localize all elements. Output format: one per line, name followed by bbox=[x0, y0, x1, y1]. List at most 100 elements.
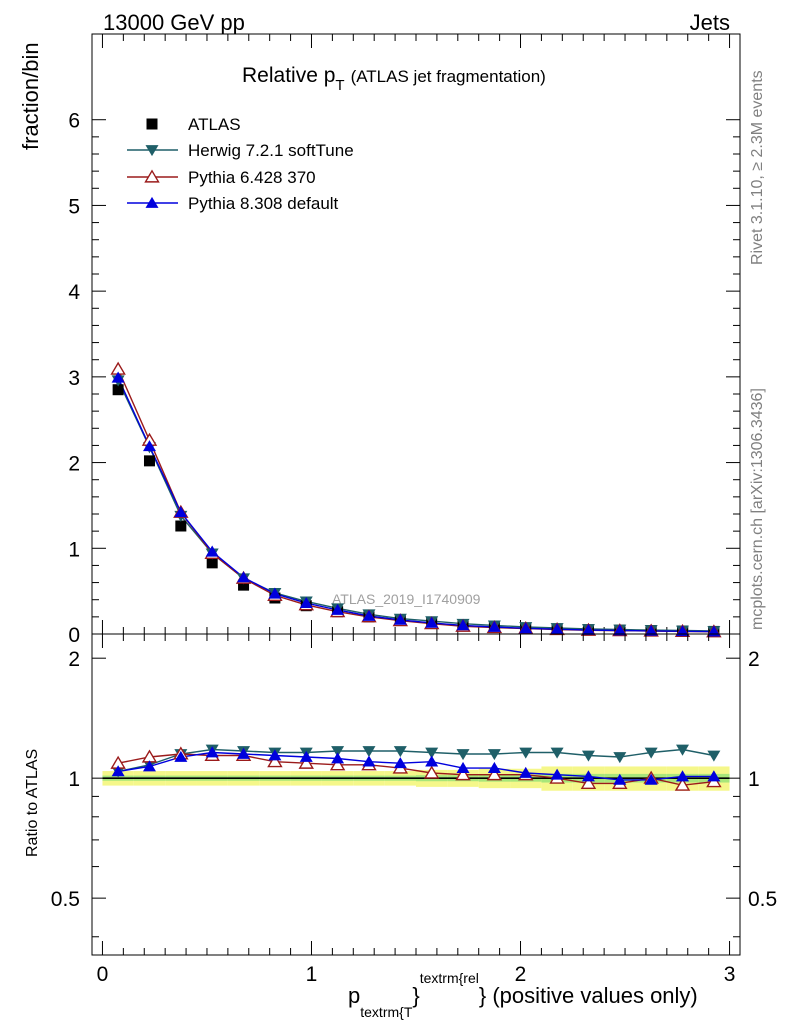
legend: ATLAS Herwig 7.2.1 softTune Pythia 6.428 3… bbox=[127, 115, 354, 213]
ratio-point-s2-18 bbox=[674, 777, 691, 791]
ratio-point-s3-7 bbox=[331, 752, 345, 764]
ratio-point-s3-10 bbox=[425, 755, 439, 767]
x-axis-label: ptextrm{T}textrm{rel} (positive values o… bbox=[348, 970, 698, 1020]
ratio-point-s3-0 bbox=[111, 765, 125, 777]
chart-title-main: Relative p bbox=[242, 64, 335, 87]
ratio-point-s1-16 bbox=[613, 752, 627, 764]
ratio-frame bbox=[91, 633, 741, 956]
ratio-line-3 bbox=[117, 751, 714, 781]
y-tick-label: 5 bbox=[68, 195, 80, 218]
data-point-s3-18 bbox=[676, 625, 690, 637]
x-tick-label: 0 bbox=[97, 963, 109, 986]
y-tick-label: 3 bbox=[68, 367, 80, 390]
x-label-brace-2: } bbox=[479, 983, 486, 1008]
ratio-point-s1-17 bbox=[644, 747, 658, 759]
data-point-s0-4 bbox=[238, 579, 250, 591]
y-tick-label: 4 bbox=[68, 281, 80, 304]
ratio-point-s3-18 bbox=[676, 770, 690, 782]
ratio-point-s1-14 bbox=[550, 747, 564, 759]
legend-label-0: ATLAS bbox=[188, 115, 241, 134]
x-tick-label: 3 bbox=[724, 963, 736, 986]
ratio-point-s1-10 bbox=[425, 747, 439, 759]
ratio-point-s3-16 bbox=[613, 773, 627, 785]
ratio-y-axis-label: Ratio to ATLAS bbox=[24, 749, 41, 857]
data-point-s3-6 bbox=[299, 596, 313, 609]
data-point-s3-8 bbox=[362, 609, 376, 621]
ratio-point-s3-13 bbox=[519, 766, 533, 778]
ratio-point-s2-12 bbox=[486, 767, 503, 781]
ratio-panel: 0.5 0.5 1 1 2 2 0 1 2 3 bbox=[51, 633, 777, 986]
main-panel: 0 1 2 3 4 5 6 bbox=[68, 33, 741, 647]
ratio-tick-label-left: 2 bbox=[68, 648, 80, 671]
legend-marker-1 bbox=[145, 145, 159, 157]
data-point-s3-14 bbox=[550, 623, 564, 635]
y-tick-label: 0 bbox=[68, 624, 80, 647]
y-tick-label: 2 bbox=[68, 453, 80, 476]
ratio-point-s3-19 bbox=[707, 770, 721, 782]
ratio-point-s3-9 bbox=[393, 757, 407, 769]
data-point-s3-15 bbox=[581, 623, 595, 635]
x-tick-label: 2 bbox=[515, 963, 527, 986]
data-point-s3-9 bbox=[393, 613, 407, 625]
rivet-label: Rivet 3.1.10, ≥ 2.3M events bbox=[749, 70, 766, 265]
legend-label-3: Pythia 8.308 default bbox=[188, 194, 339, 213]
header-left: 13000 GeV pp bbox=[103, 10, 245, 35]
ratio-point-s2-11 bbox=[455, 767, 471, 781]
ratio-point-s2-5 bbox=[267, 754, 283, 768]
data-point-s3-5 bbox=[268, 587, 282, 599]
x-label-sup: textrm{rel bbox=[420, 970, 479, 986]
y-axis-label: fraction/bin bbox=[18, 42, 43, 150]
analysis-watermark: ATLAS_2019_I1740909 bbox=[332, 591, 481, 607]
data-point-s3-1 bbox=[142, 440, 156, 452]
data-point-s0-2 bbox=[175, 520, 187, 532]
ratio-point-s1-11 bbox=[456, 749, 470, 761]
legend-label-2: Pythia 6.428 370 bbox=[188, 168, 316, 187]
data-point-s0-1 bbox=[143, 455, 155, 467]
data-point-s3-12 bbox=[487, 620, 501, 632]
ratio-point-s1-9 bbox=[393, 746, 407, 758]
data-point-s0-0 bbox=[112, 384, 124, 396]
ratio-tick-label-left: 0.5 bbox=[51, 888, 80, 911]
data-point-s3-16 bbox=[613, 624, 627, 636]
x-tick-label: 1 bbox=[306, 963, 318, 986]
ratio-point-s3-5 bbox=[268, 749, 282, 761]
ratio-point-s1-15 bbox=[581, 750, 595, 762]
ratio-point-s3-14 bbox=[550, 768, 564, 780]
data-point-s3-11 bbox=[456, 619, 470, 631]
data-point-s3-17 bbox=[644, 624, 658, 636]
mcplots-label: mcplots.cern.ch [arXiv:1306.3436] bbox=[749, 388, 766, 630]
y-tick-label: 1 bbox=[68, 538, 80, 561]
ratio-tick-label-right: 2 bbox=[748, 648, 760, 671]
x-label-sub: textrm{T bbox=[360, 1004, 413, 1020]
ratio-point-s3-11 bbox=[456, 761, 470, 773]
ratio-point-s2-7 bbox=[329, 757, 346, 771]
chart-title: Relative pT (ATLAS jet fragmentation) bbox=[242, 64, 546, 94]
ratio-line-1 bbox=[117, 748, 715, 773]
data-point-s3-4 bbox=[237, 571, 251, 583]
data-point-s3-13 bbox=[519, 622, 533, 634]
chart-title-detail: (ATLAS jet fragmentation) bbox=[351, 67, 546, 86]
ratio-point-s2-15 bbox=[580, 775, 597, 790]
data-point-s3-0 bbox=[111, 371, 125, 383]
legend-marker-2 bbox=[144, 169, 160, 183]
chart-title-sub: T bbox=[335, 77, 344, 94]
data-point-s3-3 bbox=[205, 545, 219, 557]
legend-marker-3 bbox=[145, 196, 159, 208]
ratio-point-s3-15 bbox=[581, 770, 595, 782]
ratio-point-s2-10 bbox=[423, 765, 440, 779]
ratio-point-s1-12 bbox=[487, 749, 501, 761]
ratio-point-s3-8 bbox=[362, 755, 376, 767]
ratio-point-s1-13 bbox=[519, 747, 533, 759]
data-point-s3-2 bbox=[174, 506, 188, 518]
data-point-s3-10 bbox=[425, 616, 439, 628]
legend-marker-0 bbox=[146, 118, 158, 130]
ratio-point-s1-8 bbox=[362, 746, 376, 758]
ratio-point-s3-1 bbox=[142, 760, 156, 772]
legend-label-1: Herwig 7.2.1 softTune bbox=[188, 141, 354, 160]
ratio-tick-label-right: 0.5 bbox=[748, 888, 777, 911]
ratio-point-s1-19 bbox=[707, 750, 721, 762]
ratio-point-s3-4 bbox=[237, 747, 251, 759]
ratio-point-s2-6 bbox=[298, 755, 314, 769]
header-right: Jets bbox=[690, 10, 730, 35]
